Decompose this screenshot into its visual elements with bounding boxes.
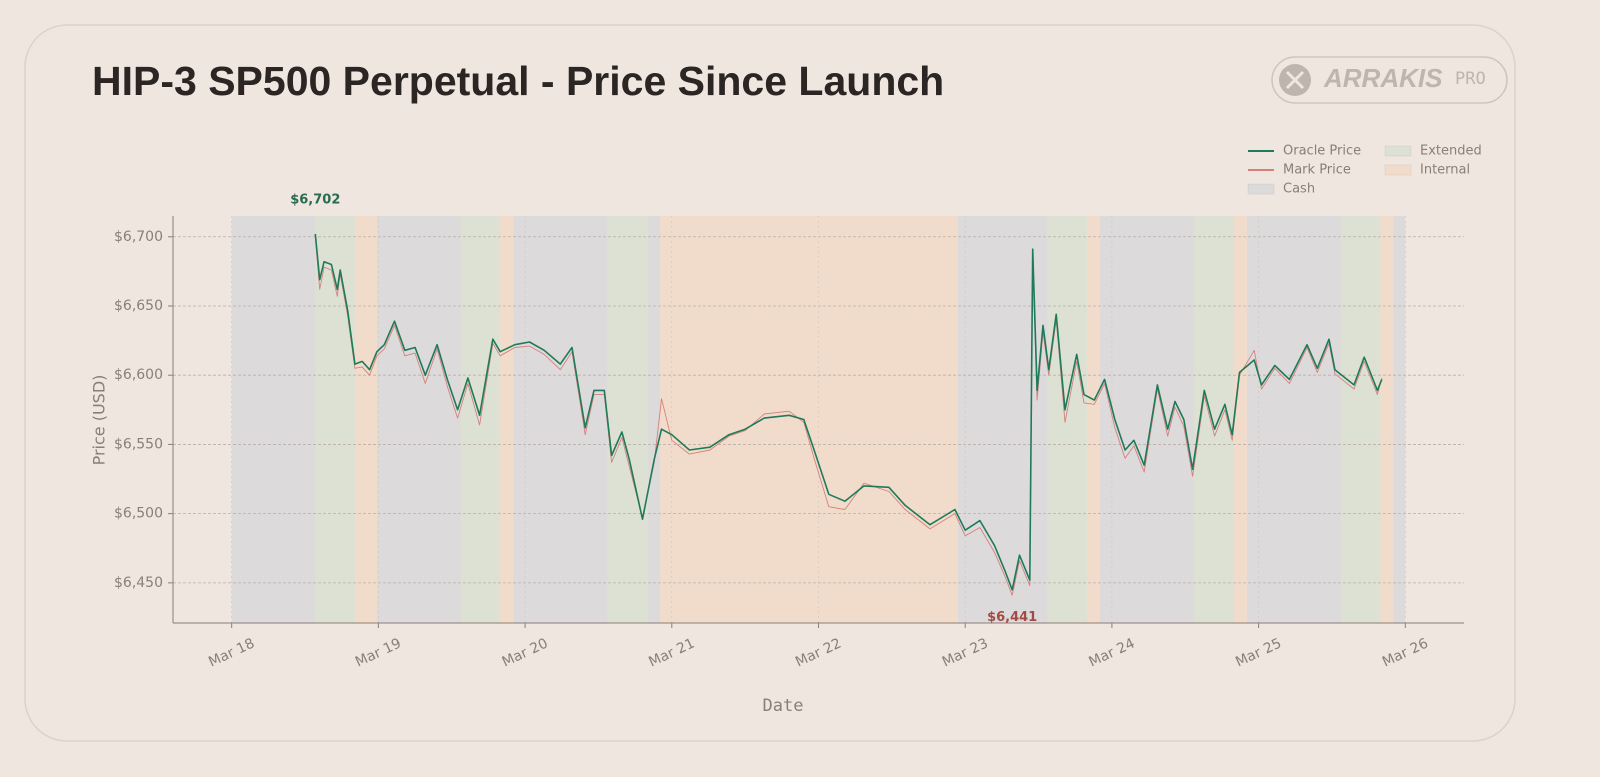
legend-label: Internal: [1420, 163, 1470, 178]
y-tick-label: $6,450: [114, 575, 163, 591]
price-line: [314, 233, 1383, 591]
session-band: [1246, 216, 1341, 623]
annotation: $6,702: [290, 192, 340, 207]
session-band: [1047, 216, 1087, 623]
session-band: [1393, 216, 1406, 623]
session-band: [315, 216, 355, 623]
x-axis-label: Date: [763, 696, 804, 716]
logo-tag: PRO: [1455, 69, 1486, 89]
logo: ARRAKIS PRO: [1271, 56, 1508, 104]
y-tick-label: $6,600: [114, 367, 163, 383]
logo-icon-x: [1285, 70, 1305, 90]
y-tick-label: $6,700: [114, 229, 163, 245]
session-band: [1086, 216, 1101, 623]
session-band: [500, 216, 514, 623]
annotation: $6,441: [987, 610, 1037, 625]
session-band: [1100, 216, 1195, 623]
y-axis-label: Price (USD): [90, 375, 109, 466]
session-band: [1380, 216, 1394, 623]
session-band: [660, 216, 958, 623]
y-tick-label: $6,500: [114, 506, 163, 522]
card: [24, 24, 1516, 742]
session-band: [1233, 216, 1247, 623]
chart-title: HIP-3 SP500 Perpetual - Price Since Laun…: [92, 58, 944, 104]
plot: $6,450$6,500$6,550$6,600$6,650$6,700Mar …: [114, 192, 1464, 671]
session-band: [1340, 216, 1381, 623]
logo-name: ARRAKIS: [1323, 63, 1443, 93]
legend-swatch: [1384, 164, 1412, 176]
legend-label: Cash: [1283, 182, 1315, 197]
legend: Oracle Price Mark Price Cash Extended Intern…: [1247, 144, 1482, 197]
legend-swatch: [1247, 183, 1275, 195]
session-band: [231, 216, 316, 623]
session-band: [607, 216, 649, 623]
session-band: [513, 216, 608, 623]
session-band: [376, 216, 461, 623]
legend-label: Extended: [1420, 144, 1482, 159]
price-line: [314, 236, 1383, 596]
logo-pill: [1271, 56, 1508, 104]
legend-label: Mark Price: [1283, 163, 1351, 178]
session-band: [354, 216, 377, 623]
y-tick-label: $6,550: [114, 436, 163, 452]
y-tick-label: $6,650: [114, 298, 163, 314]
legend-label: Oracle Price: [1283, 144, 1361, 159]
session-band: [648, 216, 661, 623]
legend-swatch: [1384, 145, 1412, 157]
